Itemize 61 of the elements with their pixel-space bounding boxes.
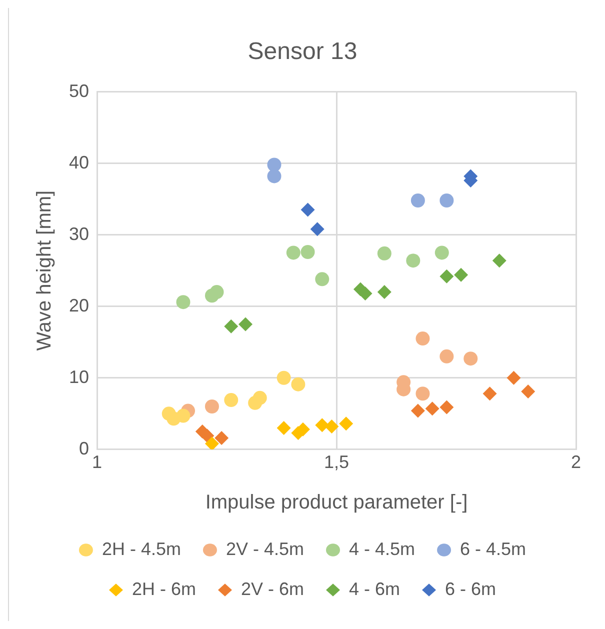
point: [506, 370, 521, 385]
point: [204, 399, 219, 414]
legend-label: 4 - 4.5m: [349, 538, 416, 559]
point: [454, 268, 468, 282]
point: [377, 246, 392, 260]
point: [315, 272, 330, 286]
legend-label: 6 - 4.5m: [460, 538, 526, 559]
point: [492, 254, 506, 268]
point: [440, 269, 454, 284]
y-tick-label: 40: [68, 152, 90, 172]
point: [377, 285, 392, 300]
point: [224, 393, 238, 408]
y-tick-label: 10: [68, 366, 90, 387]
point: [204, 436, 219, 450]
point: [176, 408, 190, 423]
point: [425, 402, 440, 416]
point: [267, 169, 282, 184]
point: [339, 416, 354, 431]
legend-label: 6 - 6m: [445, 578, 496, 599]
point: [440, 400, 454, 414]
point: [410, 404, 425, 418]
point: [224, 319, 238, 334]
y-tick-label: 50: [68, 80, 90, 101]
point: [276, 370, 291, 385]
point: [315, 418, 330, 432]
x-tick-label: 1: [92, 452, 102, 472]
point: [464, 352, 478, 366]
point: [482, 386, 497, 401]
point: [521, 384, 536, 398]
legend-label: 2V - 6m: [240, 578, 304, 599]
point: [176, 295, 190, 310]
point: [210, 285, 224, 300]
point: [416, 332, 430, 346]
point: [286, 246, 300, 260]
x-tick-label: 2: [570, 452, 582, 472]
point: [440, 349, 454, 364]
point: [440, 194, 454, 208]
point: [434, 246, 449, 260]
legend-label: 2H - 4.5m: [102, 538, 181, 559]
legend-label: 2H - 6m: [132, 578, 196, 599]
point: [406, 254, 420, 268]
point: [214, 430, 229, 445]
point: [300, 245, 315, 260]
y-axis-title: Wave height [mm]: [34, 190, 56, 351]
point: [252, 390, 267, 405]
x-axis-title: Impulse product parameter [-]: [205, 492, 468, 514]
point: [291, 377, 306, 392]
y-tick-label: 20: [68, 295, 90, 316]
point: [410, 194, 425, 208]
point: [300, 202, 315, 217]
point: [276, 420, 291, 435]
point: [238, 317, 253, 332]
y-tick-label: 30: [68, 224, 90, 244]
legend-label: 4 - 6m: [349, 578, 400, 599]
x-tick-label: 1,5: [324, 452, 350, 472]
legend-label: 2V - 4.5m: [226, 538, 304, 559]
y-tick-label: 0: [79, 438, 90, 458]
point: [310, 222, 324, 236]
point: [416, 386, 430, 401]
chart-title: Sensor 13: [248, 38, 358, 66]
point: [324, 420, 339, 434]
